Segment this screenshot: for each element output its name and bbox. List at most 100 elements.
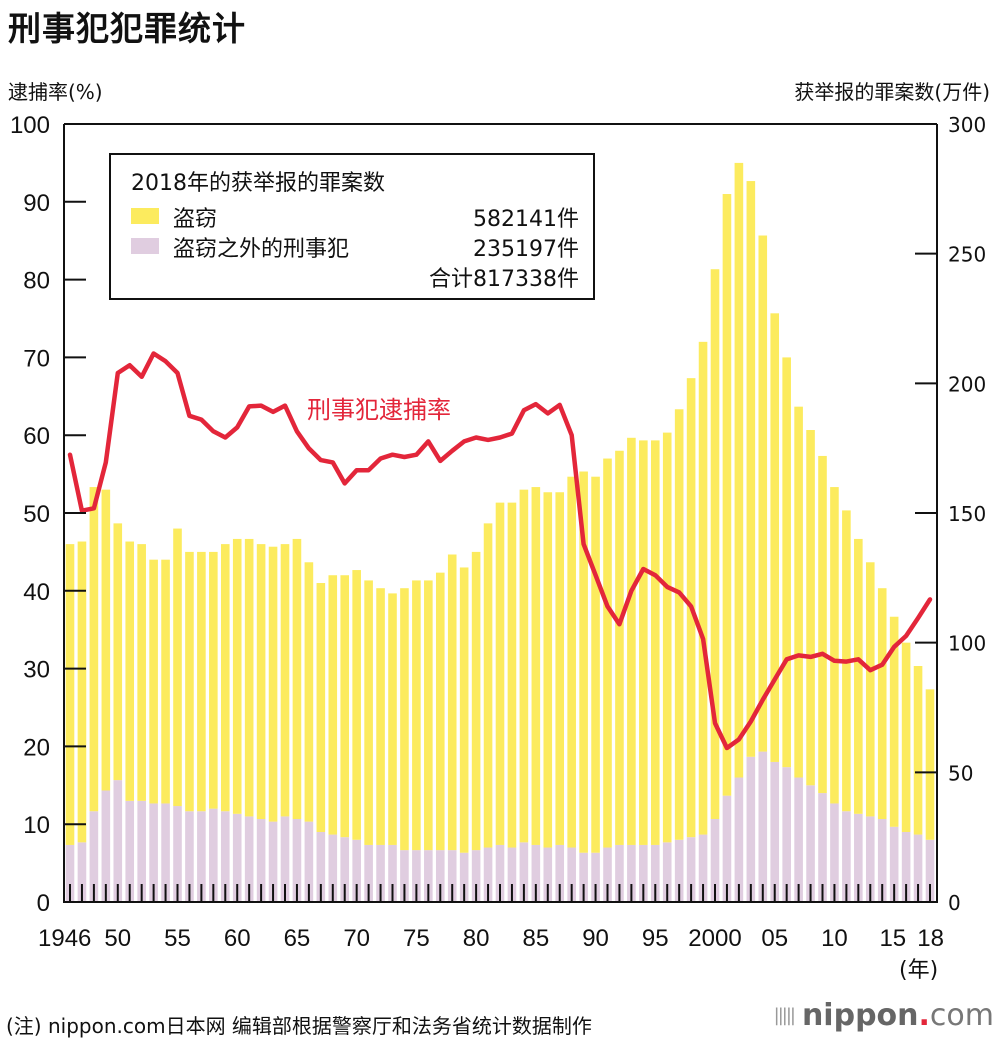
- bar-theft-1985: [531, 487, 541, 845]
- bar-theft-1946: [65, 544, 75, 845]
- left-tick-label-40: 40: [23, 579, 50, 606]
- bar-other-crime-2009: [818, 793, 827, 902]
- bar-other-crime-1981: [483, 847, 493, 902]
- bar-theft-2000: [710, 269, 720, 820]
- x-tick-label-65: 65: [284, 925, 311, 952]
- left-tick-label-20: 20: [23, 734, 50, 761]
- axes-layer: [63, 123, 938, 903]
- bar-theft-1970: [352, 570, 361, 840]
- bar-theft-1988: [567, 476, 576, 848]
- bar-other-crime-1962: [256, 819, 266, 902]
- bar-other-crime-1985: [531, 844, 541, 902]
- bar-theft-2018: [925, 689, 935, 840]
- year-minor-ticks: [69, 884, 931, 902]
- rate-line: [67, 351, 933, 751]
- bar-other-crime-1948: [89, 811, 99, 902]
- x-tick-label-70: 70: [343, 925, 370, 952]
- right-tick-label-100: 100: [948, 632, 986, 656]
- bar-theft-1992: [615, 450, 624, 845]
- bar-other-crime-2015: [889, 826, 899, 902]
- bar-theft-1995: [650, 440, 660, 845]
- left-axis-label: 逮捕率(%): [8, 80, 103, 104]
- bar-theft-1989: [579, 471, 588, 853]
- x-tick-label-85: 85: [522, 925, 549, 952]
- bar-theft-1959: [220, 544, 230, 812]
- bar-other-crime-1952: [137, 800, 146, 902]
- bar-theft-1976: [424, 580, 433, 851]
- bar-other-crime-2016: [901, 831, 911, 902]
- bar-theft-1984: [519, 489, 529, 843]
- bar-theft-1993: [627, 437, 636, 845]
- bar-other-crime-1990: [591, 852, 600, 902]
- bar-other-crime-1950: [113, 780, 123, 902]
- legend-total: 合计817338件: [429, 267, 579, 292]
- bar-theft-2001: [722, 194, 732, 796]
- bar-other-crime-1998: [686, 837, 696, 902]
- bar-layer: [65, 162, 935, 902]
- bar-other-crime-1979: [459, 852, 469, 902]
- legend-swatch-other-crime: [131, 238, 159, 254]
- bar-theft-1950: [113, 523, 123, 781]
- left-tick-label-80: 80: [23, 268, 50, 295]
- bar-other-crime-1999: [698, 834, 708, 902]
- bar-other-crime-1970: [352, 839, 361, 902]
- bar-other-crime-2006: [782, 767, 791, 902]
- bar-other-crime-2000: [710, 819, 720, 902]
- right-tick-label-200: 200: [948, 372, 986, 396]
- bar-other-crime-1984: [519, 842, 529, 902]
- bar-theft-1961: [244, 538, 254, 817]
- bar-other-crime-1953: [149, 803, 158, 902]
- bar-theft-2012: [854, 538, 863, 814]
- right-tick-label-50: 50: [948, 761, 973, 785]
- legend-swatch-theft: [131, 208, 159, 224]
- bar-other-crime-1977: [435, 850, 445, 902]
- left-tick-label-50: 50: [23, 501, 50, 528]
- bar-theft-1969: [340, 575, 350, 838]
- bar-theft-1963: [268, 546, 278, 822]
- bar-theft-1994: [639, 440, 648, 845]
- x-tick-label-95: 95: [642, 925, 669, 952]
- bar-theft-1967: [316, 583, 326, 832]
- bar-other-crime-2014: [877, 819, 887, 902]
- bar-theft-2010: [830, 487, 839, 804]
- bar-other-crime-2004: [758, 751, 768, 902]
- bar-other-crime-1956: [185, 811, 194, 902]
- rate-line-layer: [67, 351, 933, 751]
- bar-theft-1978: [447, 554, 457, 851]
- nippon-logo: ||||| nippon.com: [774, 998, 994, 1033]
- bar-other-crime-1980: [471, 850, 481, 902]
- logo-sound-bars-icon: |||||: [773, 1005, 796, 1026]
- bar-theft-1968: [328, 575, 338, 835]
- bar-other-crime-1968: [328, 834, 338, 902]
- bar-other-crime-1997: [674, 839, 684, 902]
- bar-other-crime-1976: [424, 850, 433, 902]
- bar-other-crime-1971: [364, 844, 373, 902]
- bar-other-crime-1973: [388, 844, 397, 902]
- bar-theft-1975: [412, 580, 421, 851]
- bar-theft-1949: [101, 489, 111, 791]
- bar-theft-1951: [125, 541, 135, 801]
- bar-other-crime-1972: [376, 844, 385, 902]
- bar-other-crime-1964: [280, 816, 290, 902]
- bar-theft-1960: [232, 538, 242, 814]
- bar-other-crime-1991: [603, 847, 612, 902]
- legend-value-other-crime: 235197件: [473, 237, 579, 262]
- bar-theft-1954: [161, 559, 170, 804]
- bar-other-crime-1954: [161, 803, 170, 902]
- bar-other-crime-1983: [507, 847, 517, 902]
- bar-theft-1973: [388, 593, 397, 845]
- bar-theft-2007: [794, 406, 803, 778]
- bar-other-crime-1987: [555, 844, 565, 902]
- bar-theft-1982: [495, 502, 505, 845]
- x-tick-label-75: 75: [403, 925, 430, 952]
- legend-label-other-crime: 盗窃之外的刑事犯: [173, 237, 350, 262]
- bar-theft-1999: [698, 341, 708, 835]
- x-tick-label-10: 10: [821, 925, 848, 952]
- bar-other-crime-1975: [412, 850, 421, 902]
- bar-theft-2014: [877, 588, 887, 820]
- bar-theft-2016: [901, 642, 911, 832]
- bar-theft-1986: [543, 492, 553, 848]
- bar-theft-1957: [197, 551, 206, 812]
- right-tick-label-0: 0: [948, 891, 961, 915]
- x-tick-label-2000: 2000: [688, 925, 741, 952]
